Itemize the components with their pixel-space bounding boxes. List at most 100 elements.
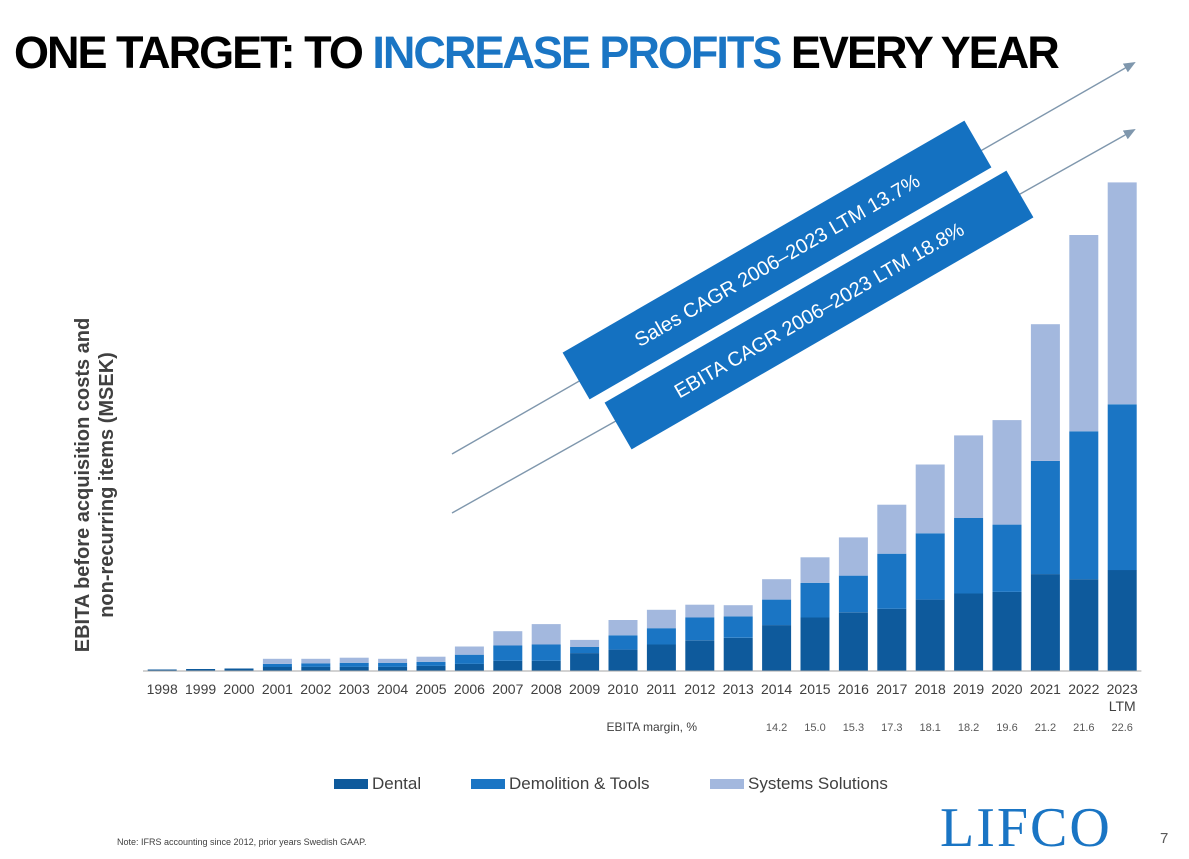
bar-dental-0 — [147, 669, 177, 671]
bar-systems-8 — [454, 646, 484, 655]
legend-swatch-systems — [710, 779, 744, 789]
bar-systems-13 — [646, 609, 676, 629]
legend-item-dental: Dental — [334, 774, 421, 794]
bar-demolition-20 — [915, 533, 945, 600]
bar-dental-23 — [1030, 574, 1060, 671]
x-tick-label-22: 2020 — [991, 681, 1022, 697]
x-tick-label-23: 2021 — [1030, 681, 1061, 697]
bar-systems-10 — [531, 624, 561, 645]
x-tick-label-16: 2014 — [761, 681, 792, 697]
bar-systems-7 — [416, 656, 446, 662]
bar-demolition-23 — [1030, 460, 1060, 575]
x-tick-label-7: 2005 — [415, 681, 446, 697]
bar-dental-9 — [493, 660, 523, 671]
bar-demolition-7 — [416, 661, 446, 666]
bar-dental-10 — [531, 660, 561, 671]
bar-demolition-11 — [570, 647, 600, 654]
bar-dental-24 — [1069, 579, 1099, 671]
bar-demolition-9 — [493, 645, 523, 661]
bar-systems-21 — [954, 435, 984, 518]
title-part-3: EVERY YEAR — [780, 27, 1060, 78]
margin-value-8: 21.6 — [1073, 722, 1094, 734]
bar-dental-8 — [454, 663, 484, 671]
bar-systems-11 — [570, 639, 600, 647]
bar-dental-25 — [1107, 570, 1137, 671]
bar-dental-11 — [570, 653, 600, 671]
title-part-1: ONE TARGET: TO — [14, 27, 373, 78]
bar-demolition-12 — [608, 635, 638, 650]
bar-dental-1 — [186, 669, 216, 671]
x-tick-label-14: 2012 — [684, 681, 715, 697]
margin-value-4: 18.1 — [919, 722, 940, 734]
bar-systems-19 — [877, 504, 907, 554]
bar-demolition-5 — [339, 662, 369, 667]
x-tick-label-0: 1998 — [147, 681, 178, 697]
bar-dental-15 — [723, 637, 753, 671]
x-tick-label-2: 2000 — [223, 681, 254, 697]
x-tick-label-10: 2008 — [531, 681, 562, 697]
margin-value-2: 15.3 — [843, 722, 864, 734]
bar-dental-18 — [838, 612, 868, 671]
bar-demolition-8 — [454, 654, 484, 664]
x-tick-label-6: 2004 — [377, 681, 408, 697]
margin-value-6: 19.6 — [996, 722, 1017, 734]
margin-value-0: 14.2 — [766, 722, 787, 734]
bar-demolition-21 — [954, 518, 984, 594]
bar-demolition-19 — [877, 553, 907, 609]
x-tick-label-21: 2019 — [953, 681, 984, 697]
x-tick-label-24: 2022 — [1068, 681, 1099, 697]
legend-swatch-demolition — [471, 779, 505, 789]
title-accent: INCREASE PROFITS — [372, 27, 782, 78]
bar-dental-3 — [262, 666, 292, 671]
margin-value-1: 15.0 — [804, 722, 825, 734]
x-tick-label-9: 2007 — [492, 681, 523, 697]
bar-demolition-15 — [723, 616, 753, 638]
bar-systems-18 — [838, 537, 868, 576]
lifco-logo: LIFCO — [940, 797, 1112, 859]
bar-dental-2 — [224, 668, 254, 671]
bar-systems-12 — [608, 620, 638, 636]
legend-item-systems: Systems Solutions — [710, 774, 888, 794]
bar-systems-14 — [685, 604, 715, 618]
legend-label-demolition: Demolition & Tools — [509, 774, 650, 793]
bar-systems-17 — [800, 557, 830, 583]
bar-dental-5 — [339, 666, 369, 671]
bar-systems-20 — [915, 464, 945, 534]
bar-demolition-14 — [685, 617, 715, 641]
bar-demolition-16 — [762, 599, 792, 626]
bar-systems-3 — [262, 658, 292, 664]
margin-row-label: EBITA margin, % — [607, 720, 698, 734]
bar-dental-22 — [992, 592, 1022, 671]
bar-systems-25 — [1107, 182, 1137, 405]
x-tick-label-19: 2017 — [876, 681, 907, 697]
bar-systems-4 — [301, 658, 331, 664]
bar-demolition-6 — [378, 662, 408, 667]
bar-dental-20 — [915, 599, 945, 671]
bar-demolition-17 — [800, 582, 830, 618]
bar-demolition-18 — [838, 575, 868, 613]
bar-demolition-10 — [531, 644, 561, 661]
bar-dental-21 — [954, 593, 984, 671]
bar-dental-17 — [800, 617, 830, 672]
bar-dental-13 — [646, 644, 676, 671]
legend: Dental Demolition & Tools Systems Soluti… — [0, 774, 1189, 798]
page-number: 7 — [1160, 830, 1169, 847]
x-tick-label-17: 2015 — [799, 681, 830, 697]
bar-systems-16 — [762, 579, 792, 600]
x-tick-label-12: 2010 — [607, 681, 638, 697]
x-tick-label-5: 2003 — [339, 681, 370, 697]
x-tick-label-15: 2013 — [723, 681, 754, 697]
bar-systems-23 — [1030, 324, 1060, 461]
x-tick-label-20: 2018 — [915, 681, 946, 697]
bar-demolition-3 — [262, 663, 292, 667]
x-tick-label-8: 2006 — [454, 681, 485, 697]
x-tick-label-3: 2001 — [262, 681, 293, 697]
page-title: ONE TARGET: TO INCREASE PROFITS EVERY YE… — [14, 26, 1060, 80]
bar-systems-9 — [493, 631, 523, 646]
bar-dental-6 — [378, 666, 408, 671]
bar-dental-16 — [762, 625, 792, 671]
footnote: Note: IFRS accounting since 2012, prior … — [117, 837, 367, 847]
x-tick-label-13: 2011 — [646, 681, 676, 697]
y-axis-label: EBITA before acquisition costs and non-re… — [72, 318, 118, 653]
